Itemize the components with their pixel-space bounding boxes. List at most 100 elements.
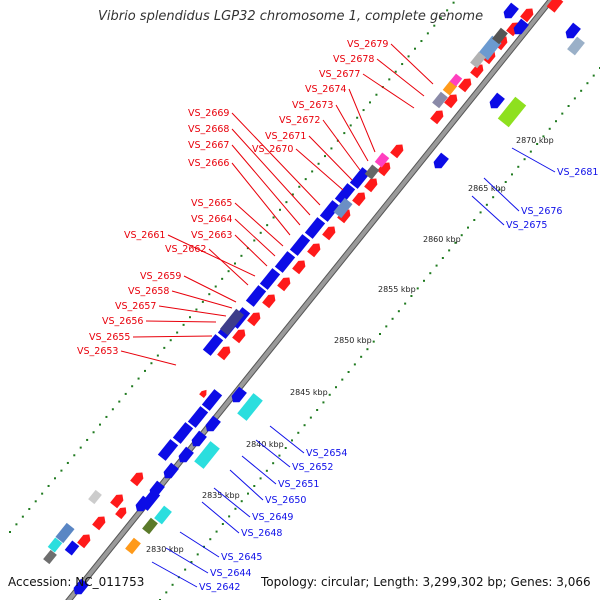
inner-tick-mark — [317, 162, 320, 165]
forward-gene — [458, 78, 472, 93]
outer-tick-mark — [184, 568, 187, 571]
reverse-block-green-shape — [497, 96, 527, 128]
kbp-label: 2860 kbp — [423, 235, 461, 244]
inner-tick-mark — [407, 55, 410, 58]
forward-gene-shape — [262, 294, 276, 309]
inner-tick-mark — [291, 193, 294, 196]
reverse-label-leader — [151, 561, 198, 588]
inner-tick-mark — [446, 9, 449, 12]
forward-block — [202, 334, 224, 356]
inner-tick-mark — [169, 339, 172, 342]
outer-tick-mark — [360, 355, 363, 358]
forward-label-leader — [376, 58, 425, 97]
forward-block — [334, 183, 356, 205]
forward-block-shape — [202, 334, 224, 356]
forward-block-cyan-shape — [47, 537, 63, 553]
reverse-block-green — [497, 96, 527, 128]
forward-gene-shape — [364, 178, 378, 193]
outer-tick-mark — [573, 97, 576, 100]
forward-label-leader — [322, 119, 361, 171]
forward-block-dark — [219, 308, 245, 336]
kbp-label: 2835 kbp — [202, 491, 240, 500]
reverse-gene-label: VS_2649 — [252, 512, 293, 523]
forward-label-leader — [234, 202, 284, 247]
reverse-gene-shape — [163, 462, 179, 479]
map-title: Vibrio splendidus LGP32 chromosome 1, co… — [98, 9, 484, 24]
forward-gene-shape — [307, 243, 321, 258]
forward-gene-label: VS_2664 — [191, 214, 232, 225]
inner-tick-mark — [208, 293, 211, 296]
outer-tick-mark — [410, 295, 413, 297]
forward-block-shape — [187, 406, 209, 428]
inner-tick-mark — [111, 408, 114, 411]
outer-tick-mark — [247, 492, 249, 495]
inner-tick-mark — [426, 32, 429, 35]
inner-tick-mark — [131, 385, 134, 388]
forward-gene — [232, 329, 246, 344]
inner-tick-mark — [246, 247, 249, 250]
reverse-label-leader — [201, 501, 240, 534]
inner-tick-mark — [394, 70, 397, 73]
outer-tick-mark — [347, 371, 350, 373]
reverse-gene-shape — [73, 578, 89, 595]
outer-tick-mark — [511, 173, 513, 176]
forward-gene-label: VS_2661 — [124, 230, 165, 241]
reverse-gene-shape — [205, 415, 221, 432]
inner-tick-mark — [60, 469, 63, 472]
forward-gene — [322, 226, 336, 241]
inner-tick-mark — [234, 262, 236, 265]
inner-tick-mark — [266, 224, 269, 227]
inner-tick-mark — [214, 285, 217, 288]
reverse-gene — [513, 18, 529, 35]
reverse-block-olive — [142, 517, 158, 535]
forward-label-leader — [234, 218, 276, 257]
reverse-gene-label: VS_2648 — [241, 528, 282, 539]
inner-tick-mark — [221, 277, 224, 280]
forward-label-leader — [145, 320, 217, 323]
forward-label-leader — [132, 335, 213, 338]
outer-tick-mark — [548, 127, 551, 130]
forward-gene — [307, 243, 321, 258]
inner-tick-mark — [21, 515, 24, 518]
reverse-block-red — [546, 0, 564, 13]
outer-tick-mark — [171, 583, 174, 586]
forward-block-magenta — [374, 152, 390, 168]
forward-label-leader — [158, 305, 227, 317]
forward-gene-shape — [292, 260, 306, 275]
kbp-label: 2840 kbp — [246, 440, 284, 449]
forward-block-light — [470, 51, 486, 69]
forward-block-grey — [43, 549, 57, 565]
inner-tick-mark — [304, 178, 307, 181]
reverse-label-leader — [511, 147, 556, 173]
outer-tick-mark — [435, 264, 438, 267]
forward-gene-label: VS_2677 — [319, 69, 360, 80]
forward-gene-shape — [322, 226, 336, 241]
kbp-label: 2830 kbp — [146, 545, 184, 554]
reverse-gene-label: VS_2681 — [557, 167, 598, 178]
inner-tick-mark — [433, 24, 436, 27]
forward-label-leader — [335, 104, 369, 162]
inner-tick-mark — [330, 147, 333, 150]
reverse-gene-label: VS_2644 — [210, 568, 251, 579]
reverse-gene-label: VS_2675 — [506, 220, 547, 231]
reverse-label-leader — [229, 469, 264, 501]
forward-block — [289, 234, 311, 256]
forward-gene-label: VS_2658 — [128, 286, 169, 297]
outer-tick-mark — [215, 530, 218, 533]
forward-label-leader — [308, 135, 353, 181]
forward-gene-label: VS_2662 — [165, 244, 206, 255]
forward-block-shape — [259, 268, 281, 290]
outer-tick-mark — [529, 150, 532, 153]
inner-tick-mark — [182, 323, 185, 326]
reverse-block-cyan-shape — [237, 393, 263, 421]
forward-block — [274, 251, 296, 273]
forward-label-leader — [167, 234, 256, 277]
forward-block-grey-shape — [43, 549, 57, 565]
forward-gene-label: VS_2656 — [102, 316, 143, 327]
reverse-block-steel-shape — [567, 36, 585, 56]
inner-tick-mark — [356, 116, 359, 119]
reverse-gene — [565, 22, 581, 39]
reverse-gene-shape — [565, 22, 581, 39]
outer-tick-mark — [196, 553, 199, 556]
reverse-gene-label: VS_2650 — [265, 495, 306, 506]
